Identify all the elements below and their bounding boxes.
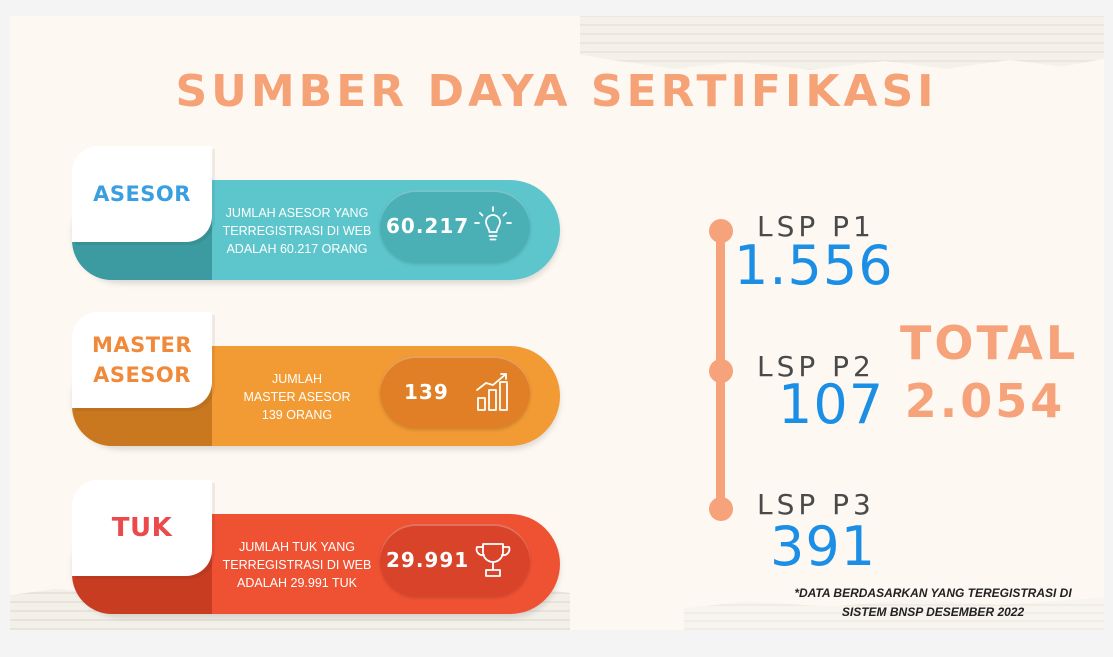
lsp-p2-label: LSP P2 bbox=[757, 350, 875, 383]
lsp-p3-label: LSP P3 bbox=[757, 488, 875, 521]
asesor-value: 60.217 bbox=[386, 214, 470, 238]
asesor-tab: ASESOR bbox=[72, 146, 212, 242]
asesor-value-pill: 60.217 bbox=[380, 190, 530, 262]
trophy-icon bbox=[475, 543, 511, 577]
asesor-card: ASESOR JUMLAH ASESOR YANG TERREGISTRASI … bbox=[72, 146, 564, 284]
lightbulb-icon bbox=[474, 206, 512, 241]
lsp-p2-value: 107 bbox=[778, 373, 885, 436]
tuk-value-pill: 29.991 bbox=[380, 524, 530, 596]
master-asesor-label: MASTER ASESOR bbox=[91, 333, 193, 387]
bar-chart-icon bbox=[476, 373, 508, 411]
tuk-tab: TUK bbox=[72, 480, 212, 576]
newspaper-strip-top bbox=[580, 16, 1104, 70]
tuk-value: 29.991 bbox=[386, 548, 470, 572]
asesor-description: JUMLAH ASESOR YANG TERREGISTRASI DI WEB … bbox=[222, 206, 372, 256]
lsp-p1-label: LSP P1 bbox=[757, 210, 875, 243]
timeline-dot-2 bbox=[709, 359, 733, 383]
master-asesor-description: JUMLAH MASTER ASESOR 139 ORANG bbox=[243, 372, 351, 422]
total-label: TOTAL bbox=[900, 316, 1079, 370]
lsp-p3-value: 391 bbox=[770, 515, 877, 578]
page-title: SUMBER DAYA SERTIFIKASI bbox=[175, 66, 938, 117]
master-asesor-value: 139 bbox=[404, 380, 449, 404]
tuk-label: TUK bbox=[111, 513, 173, 543]
master-asesor-value-pill: 139 bbox=[380, 356, 530, 428]
master-asesor-tab: MASTER ASESOR bbox=[72, 312, 212, 408]
total-value: 2.054 bbox=[904, 374, 1066, 428]
lsp-p1-value: 1.556 bbox=[734, 234, 894, 297]
footnote: *DATA BERDASARKAN YANG TEREGISTRASI DI S… bbox=[794, 586, 1072, 619]
asesor-label: ASESOR bbox=[93, 182, 191, 206]
tuk-description: JUMLAH TUK YANG TERREGISTRASI DI WEB ADA… bbox=[222, 540, 372, 590]
timeline-dot-1 bbox=[709, 219, 733, 243]
tuk-card: TUK JUMLAH TUK YANG TERREGISTRASI DI WEB… bbox=[72, 480, 564, 618]
newspaper-strip-bottom-right bbox=[684, 597, 1104, 630]
timeline-dot-3 bbox=[709, 497, 733, 521]
master-asesor-card: MASTER ASESOR JUMLAH MASTER ASESOR 139 O… bbox=[72, 312, 564, 450]
